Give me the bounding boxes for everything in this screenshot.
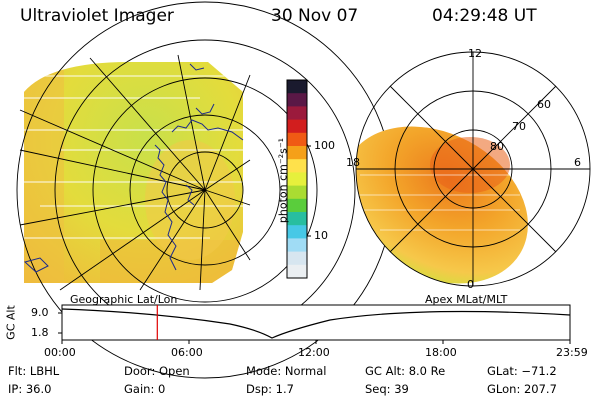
lat-label-80: 80 xyxy=(490,140,504,153)
date-label: 30 Nov 07 xyxy=(271,6,359,26)
colorbar-segment xyxy=(287,198,307,213)
alt-x-tick-4: 23:59 xyxy=(556,346,588,359)
geo-map xyxy=(16,1,394,379)
colorbar-segment xyxy=(287,212,307,226)
mlt-label-12: 12 xyxy=(468,47,482,60)
mlt-label-0: 0 xyxy=(467,278,474,291)
colorbar-segment xyxy=(287,251,307,266)
geo-map-label: Geographic Lat/Lon xyxy=(70,293,178,306)
alt-x-tick-2: 12:00 xyxy=(298,346,330,359)
status-ip: IP: 36.0 xyxy=(8,382,52,396)
status-flt: Flt: LBHL xyxy=(8,364,60,378)
colorbar-segment xyxy=(287,93,307,107)
status-door: Door: Open xyxy=(124,364,190,378)
status-glat: GLat: −71.2 xyxy=(487,364,557,378)
mlt-label-6: 6 xyxy=(574,156,581,169)
altitude-plot xyxy=(58,304,571,344)
colorbar-segment xyxy=(287,80,307,94)
lat-label-60: 60 xyxy=(537,98,551,111)
status-dsp: Dsp: 1.7 xyxy=(246,382,294,396)
mlt-label-18: 18 xyxy=(346,156,360,169)
instrument-title: Ultraviolet Imager xyxy=(20,6,174,26)
time-label: 04:29:48 UT xyxy=(432,6,537,26)
colorbar xyxy=(286,79,311,279)
status-seq: Seq: 39 xyxy=(365,382,409,396)
colorbar-segment xyxy=(287,132,307,147)
colorbar-segment xyxy=(287,264,307,279)
colorbar-segment xyxy=(287,146,307,160)
polar-plot xyxy=(355,51,591,287)
colorbar-segment xyxy=(287,119,307,134)
alt-y-tick-min: 1.8 xyxy=(31,326,49,339)
colorbar-unit-label: photon cm⁻²s⁻¹ xyxy=(276,137,290,224)
status-mode: Mode: Normal xyxy=(246,364,327,378)
status-glon: GLon: 207.7 xyxy=(487,382,557,396)
colorbar-tick-100: 100 xyxy=(314,139,335,152)
colorbar-segment xyxy=(287,185,307,200)
status-gc-alt: GC Alt: 8.0 Re xyxy=(365,364,446,378)
alt-x-tick-3: 18:00 xyxy=(425,346,457,359)
colorbar-segment xyxy=(287,172,307,187)
alt-x-tick-0: 00:00 xyxy=(44,346,76,359)
colorbar-segment xyxy=(287,106,307,121)
colorbar-segment xyxy=(287,238,307,253)
alt-y-label: GC Alt xyxy=(4,305,18,340)
lat-label-70: 70 xyxy=(512,120,526,133)
colorbar-segment xyxy=(287,159,307,173)
colorbar-tick-10: 10 xyxy=(314,229,328,242)
status-gain: Gain: 0 xyxy=(124,382,166,396)
alt-y-tick-max: 9.0 xyxy=(31,306,49,319)
polar-plot-label: Apex MLat/MLT xyxy=(425,293,508,306)
colorbar-segment xyxy=(287,225,307,239)
alt-x-tick-1: 06:00 xyxy=(171,346,203,359)
